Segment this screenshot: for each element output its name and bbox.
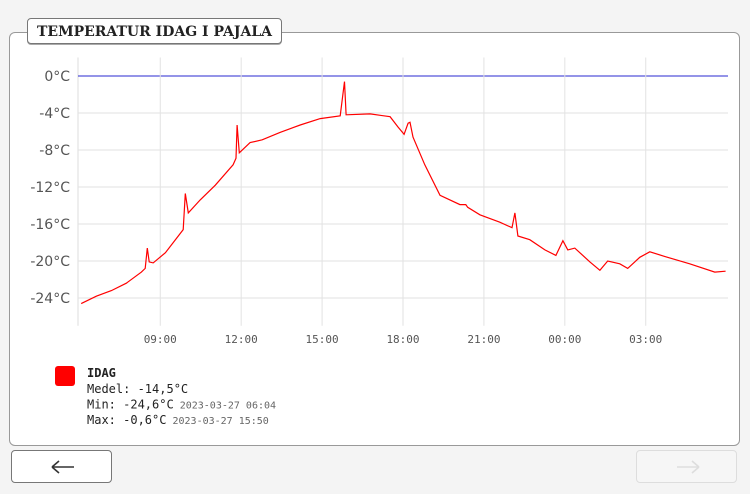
legend-stat: Min: -24,6°C 2023-03-27 06:04 <box>87 398 276 412</box>
data-line <box>80 81 726 305</box>
y-tick-label: 0°C <box>44 69 70 85</box>
back-arrow <box>51 460 74 474</box>
x-tick-label: 00:00 <box>548 333 581 346</box>
x-tick-label: 18:00 <box>386 333 419 346</box>
back-button[interactable] <box>11 450 112 483</box>
y-tick-label: -4°C <box>39 106 70 122</box>
stat-time: 2023-03-27 06:04 <box>180 401 276 412</box>
x-tick-label: 21:00 <box>467 333 500 346</box>
y-tick-label: -16°C <box>30 217 70 233</box>
x-tick-label: 09:00 <box>144 333 177 346</box>
legend-stat: Medel: -14,5°C <box>87 382 188 396</box>
forward-arrow <box>677 460 700 474</box>
panel-title: TEMPERATUR IDAG I PAJALA <box>27 18 283 44</box>
y-tick-label: -20°C <box>30 254 70 270</box>
y-tick-label: -12°C <box>30 180 70 196</box>
x-tick-label: 12:00 <box>225 333 258 346</box>
x-tick-label: 15:00 <box>306 333 339 346</box>
x-tick-label: 03:00 <box>629 333 662 346</box>
stat-text: Medel: -14,5°C <box>87 382 188 396</box>
panel <box>9 32 740 446</box>
stat-time: 2023-03-27 15:50 <box>172 416 268 427</box>
chart: 0°C -4°C -8°C -12°C -16°C -20°C -24°C 09:00 12:0… <box>30 57 728 427</box>
y-tick-label: -8°C <box>39 143 70 159</box>
forward-button[interactable] <box>636 450 737 483</box>
stat-text: Min: -24,6°C <box>87 398 174 412</box>
legend-name: IDAG <box>87 366 116 380</box>
legend-stat: Max: -0,6°C 2023-03-27 15:50 <box>87 413 269 427</box>
y-tick-label: -24°C <box>30 291 70 307</box>
legend-swatch <box>55 366 75 386</box>
stat-text: Max: -0,6°C <box>87 413 166 427</box>
